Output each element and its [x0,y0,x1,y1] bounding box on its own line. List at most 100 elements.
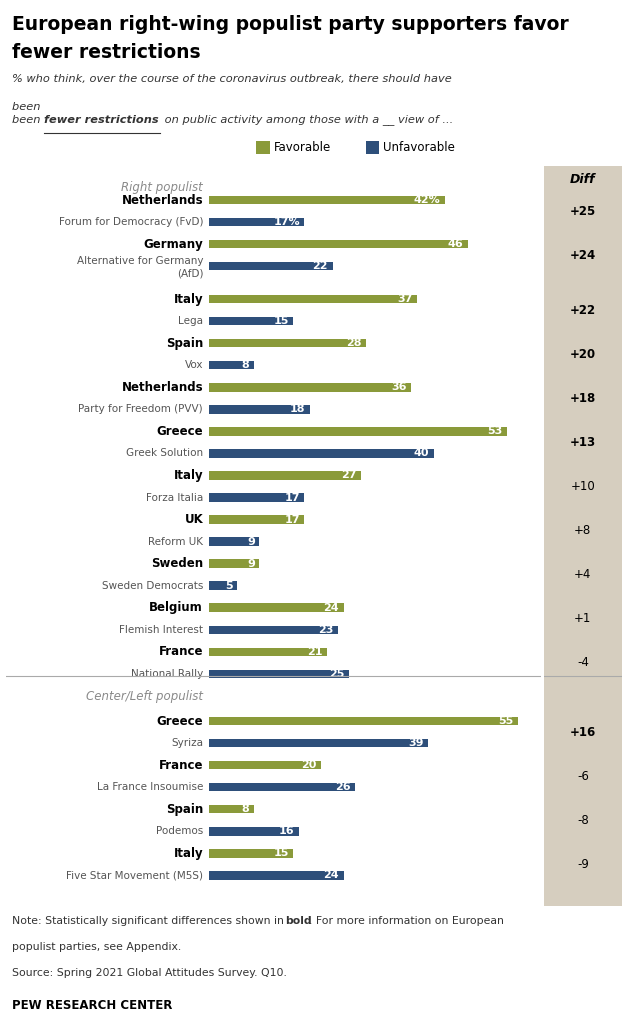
Text: Italy: Italy [174,469,203,482]
Text: Source: Spring 2021 Global Attitudes Survey. Q10.: Source: Spring 2021 Global Attitudes Sur… [12,968,288,978]
Text: +25: +25 [570,205,596,217]
Text: 46: 46 [448,240,463,249]
Text: Netherlands: Netherlands [121,381,203,394]
Text: +13: +13 [570,436,596,449]
Text: Greece: Greece [156,715,203,728]
Bar [209,515,304,523]
Text: Forza Italia: Forza Italia [146,493,203,503]
Bar [209,647,327,656]
Text: +1: +1 [574,612,591,626]
Text: Party for Freedom (PVV): Party for Freedom (PVV) [79,404,203,415]
Bar [209,471,361,479]
Text: . For more information on European: . For more information on European [309,916,504,927]
Bar [209,317,293,326]
Text: % who think, over the course of the coronavirus outbreak, there should have: % who think, over the course of the coro… [12,74,452,84]
Text: Sweden Democrats: Sweden Democrats [102,581,203,591]
Text: 20: 20 [301,760,317,770]
Text: 53: 53 [487,426,502,436]
Bar [209,603,344,612]
Text: European right-wing populist party supporters favor: European right-wing populist party suppo… [12,15,569,35]
Text: France: France [159,759,203,772]
Bar [209,240,468,248]
Text: bold: bold [285,916,312,927]
Bar [209,626,338,634]
Text: France: France [159,645,203,658]
Text: populist parties, see Appendix.: populist parties, see Appendix. [12,942,182,952]
Text: Diff: Diff [570,173,596,185]
Text: 16: 16 [279,826,294,837]
Text: 25: 25 [329,669,345,679]
Text: Belgium: Belgium [149,601,203,614]
Text: 17: 17 [284,493,300,503]
Text: been: been [12,102,44,113]
Text: on public activity among those with a __ view of ...: on public activity among those with a __… [161,115,453,125]
Text: 9: 9 [247,537,255,547]
Text: 24: 24 [324,603,339,612]
Text: fewer restrictions: fewer restrictions [44,115,158,125]
Text: National Rally: National Rally [131,669,203,679]
Text: +16: +16 [570,726,596,738]
Text: Note: Statistically significant differences shown in: Note: Statistically significant differen… [12,916,288,927]
Bar [209,717,518,725]
Text: +8: +8 [574,524,591,537]
Bar [209,559,259,567]
Bar [209,783,355,792]
Text: 42%: 42% [414,195,441,205]
Text: Spain: Spain [166,803,203,816]
Text: -8: -8 [577,814,589,826]
Text: Syriza: Syriza [171,738,203,749]
Text: Reform UK: Reform UK [148,537,203,547]
Bar [209,670,349,678]
Text: 17%: 17% [273,217,300,227]
Text: 8: 8 [241,804,249,814]
Bar [209,739,428,748]
Bar [209,196,445,204]
Text: -4: -4 [577,656,589,670]
Text: Italy: Italy [174,847,203,860]
Text: +4: +4 [574,568,591,582]
Text: Greece: Greece [156,425,203,438]
Text: 15: 15 [273,316,289,327]
Text: 21: 21 [307,647,322,656]
Text: 55: 55 [498,716,514,726]
Bar [209,761,321,769]
Text: 9: 9 [247,559,255,568]
Text: Spain: Spain [166,337,203,350]
Text: 40: 40 [414,449,429,459]
Text: 36: 36 [391,382,407,392]
Text: Alternative for Germany: Alternative for Germany [77,256,203,265]
Bar [209,295,417,303]
Text: La France Insoumise: La France Insoumise [97,782,203,793]
Text: Five Star Movement (M5S): Five Star Movement (M5S) [66,870,203,881]
Text: 27: 27 [341,470,356,480]
Text: -6: -6 [577,770,589,782]
Text: 22: 22 [312,261,328,271]
Text: 37: 37 [397,294,412,304]
Bar [209,827,299,836]
Text: (AfD): (AfD) [177,269,203,279]
Text: 18: 18 [290,404,306,415]
Text: 5: 5 [225,581,232,591]
Text: Right populist: Right populist [121,181,203,195]
Text: +18: +18 [570,392,596,404]
Text: +10: +10 [571,480,595,493]
Text: fewer restrictions: fewer restrictions [12,43,201,62]
Text: Favorable: Favorable [274,141,331,154]
Bar [209,361,254,370]
Text: 26: 26 [335,782,351,793]
Bar [209,218,304,226]
Text: Greek Solution: Greek Solution [126,449,203,459]
Text: 23: 23 [318,625,334,635]
Text: +22: +22 [570,304,596,316]
Text: Center/Left populist: Center/Left populist [86,690,203,703]
Text: Vox: Vox [184,360,203,371]
Text: +24: +24 [570,249,596,261]
Text: Netherlands: Netherlands [121,194,203,207]
Bar [209,262,332,270]
Bar [209,427,507,435]
Text: 17: 17 [284,514,300,524]
Text: 15: 15 [273,848,289,858]
Text: 24: 24 [324,870,339,881]
Text: 28: 28 [346,338,362,348]
Text: Unfavorable: Unfavorable [383,141,455,154]
